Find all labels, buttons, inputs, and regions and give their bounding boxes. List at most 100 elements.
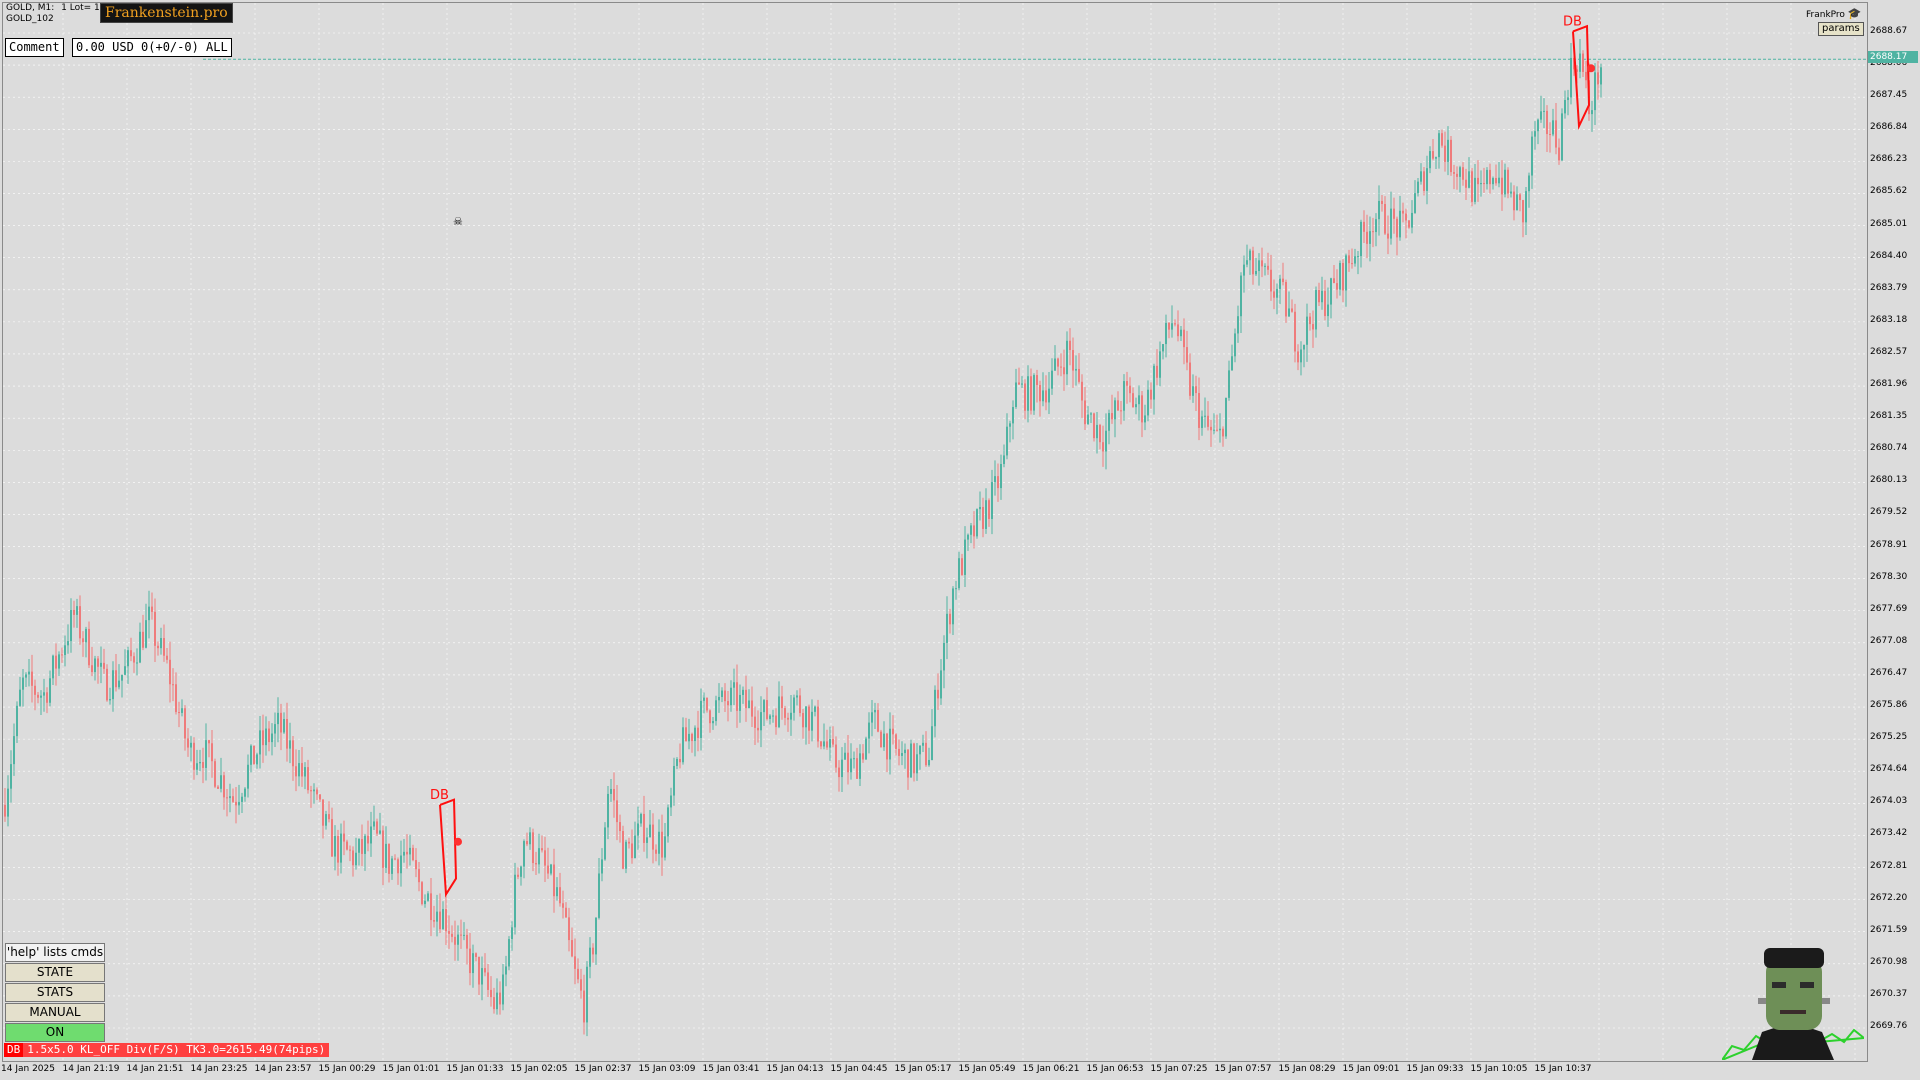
comment-button[interactable]: Comment: [5, 38, 64, 57]
price-tick-label: 2688.67: [1870, 26, 1908, 36]
price-tick-label: 2670.98: [1870, 956, 1908, 967]
candle-body: [1462, 167, 1464, 180]
candle-body: [619, 822, 621, 831]
candle-body: [1459, 167, 1461, 177]
price-tick-label: 2670.37: [1870, 988, 1908, 999]
candle-body: [568, 917, 570, 941]
candle-body: [553, 864, 555, 897]
candle-body: [1474, 177, 1476, 202]
candle-body: [472, 953, 474, 974]
candle-body: [1045, 390, 1047, 403]
time-tick-label: 15 Jan 02:05: [510, 1064, 568, 1074]
candle-body: [1558, 147, 1560, 161]
candle-body: [1048, 388, 1050, 403]
candle-body: [754, 716, 756, 728]
stats-button[interactable]: STATS: [5, 983, 105, 1002]
price-tick-label: 2672.81: [1870, 860, 1908, 871]
candle-body: [31, 671, 33, 686]
candle-body: [127, 650, 129, 667]
candle-body: [1438, 133, 1440, 158]
candle-body: [337, 835, 339, 863]
candle-body: [700, 700, 702, 738]
price-tick-label: 2684.40: [1870, 250, 1908, 261]
candle-body: [739, 694, 741, 711]
candle-body: [238, 801, 240, 806]
candle-body: [490, 989, 492, 998]
candle-body: [1366, 231, 1368, 244]
params-button[interactable]: params: [1818, 22, 1864, 36]
candle-body: [319, 794, 321, 800]
candle-body: [1219, 428, 1221, 431]
candle-body: [310, 790, 312, 792]
time-tick-label: 15 Jan 01:01: [382, 1064, 440, 1074]
candle-body: [952, 588, 954, 625]
on-toggle[interactable]: ON: [5, 1023, 105, 1042]
candle-body: [214, 761, 216, 787]
candle-body: [91, 665, 93, 673]
candle-body: [121, 674, 123, 681]
candle-body: [94, 658, 96, 673]
candle-body: [1201, 416, 1203, 428]
candle-body: [271, 733, 273, 743]
candle-body: [157, 645, 159, 649]
candle-body: [742, 689, 744, 695]
candle-body: [535, 863, 537, 865]
manual-button[interactable]: MANUAL: [5, 1003, 105, 1022]
candle-body: [649, 824, 651, 838]
candle-body: [1441, 133, 1443, 146]
candle-body: [514, 874, 516, 928]
time-tick-label: 15 Jan 01:33: [446, 1064, 504, 1074]
candle-body: [901, 753, 903, 756]
candle-body: [340, 833, 342, 863]
state-button[interactable]: STATE: [5, 963, 105, 982]
candle-body: [1066, 340, 1068, 375]
candle-body: [562, 903, 564, 908]
candle-body: [631, 843, 633, 859]
candle-body: [1246, 260, 1248, 265]
candle-body: [799, 695, 801, 714]
candle-body: [871, 712, 873, 723]
candle-body: [1036, 375, 1038, 386]
candle-body: [1579, 53, 1581, 72]
chart-area[interactable]: DB DB ☠: [2, 2, 1868, 1062]
candle-body: [130, 650, 132, 657]
candle-body: [706, 697, 708, 711]
time-tick-label: 15 Jan 08:29: [1278, 1064, 1336, 1074]
candle-body: [187, 738, 189, 748]
candle-body: [1081, 381, 1083, 401]
candle-body: [247, 764, 249, 789]
time-tick-label: 14 Jan 2025: [1, 1064, 55, 1074]
price-tick-label: 2683.79: [1870, 282, 1908, 293]
candle-body: [1018, 382, 1020, 385]
candle-body: [781, 696, 783, 709]
candle-body: [253, 745, 255, 765]
candle-body: [304, 767, 306, 777]
candle-body: [298, 763, 300, 777]
price-chart[interactable]: DB DB ☠: [3, 3, 1867, 1061]
price-tick-label: 2683.18: [1870, 314, 1908, 325]
candle-body: [406, 851, 408, 855]
candle-body: [829, 739, 831, 748]
candle-body: [712, 721, 714, 724]
candle-body: [832, 739, 834, 745]
candle-body: [100, 662, 102, 667]
candle-body: [403, 851, 405, 856]
candle-body: [1348, 255, 1350, 264]
user-name: FrankPro 🎓: [1806, 7, 1862, 20]
candle-body: [217, 786, 219, 789]
candle-body: [748, 700, 750, 709]
candle-body: [412, 847, 414, 861]
candle-body: [178, 712, 180, 714]
candle-body: [844, 752, 846, 760]
candle-body: [1270, 269, 1272, 292]
candle-body: [697, 727, 699, 738]
candle-body: [445, 909, 447, 932]
candle-body: [118, 680, 120, 688]
brand-logo[interactable]: Frankenstein.pro: [100, 3, 233, 23]
candle-body: [1477, 177, 1479, 185]
candle-body: [658, 831, 660, 854]
candle-body: [1120, 410, 1122, 412]
candle-body: [1534, 131, 1536, 137]
candle-body: [1237, 316, 1239, 334]
candle-body: [955, 588, 957, 590]
